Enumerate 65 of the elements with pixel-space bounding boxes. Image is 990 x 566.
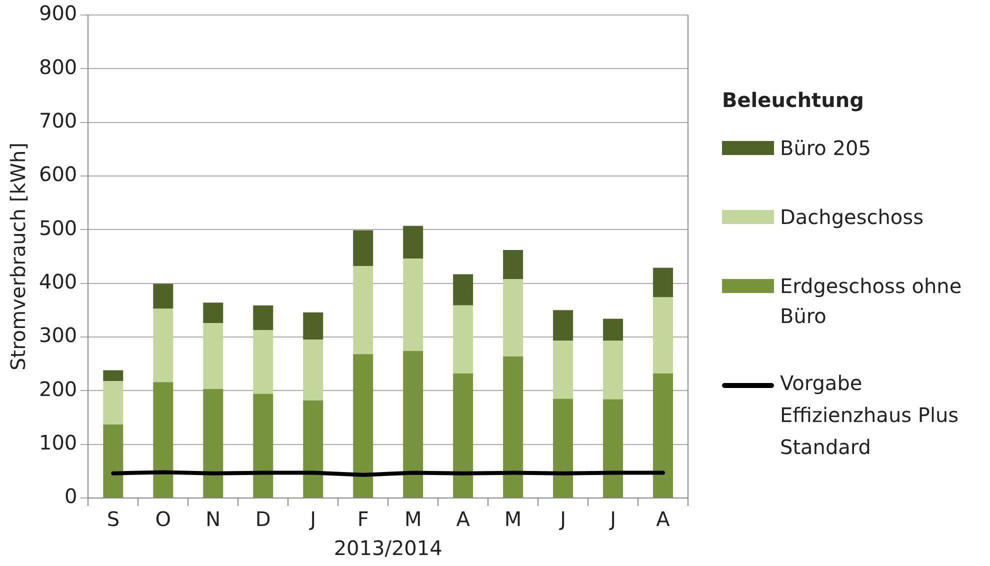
x-tick-label: D <box>255 507 271 532</box>
bar <box>453 373 474 498</box>
bar <box>353 230 374 266</box>
x-tick-label: F <box>357 507 369 532</box>
y-axis-title: Stromverbrauch [kWh] <box>6 142 30 370</box>
bar <box>653 373 674 498</box>
bar <box>153 382 174 498</box>
bar <box>303 312 324 340</box>
bar <box>653 297 674 374</box>
bar <box>353 354 374 498</box>
x-axis-title: 2013/2014 <box>334 536 442 560</box>
x-tick-label: M <box>504 507 522 532</box>
legend-title: Beleuchtung <box>722 88 865 112</box>
bar <box>603 318 624 341</box>
legend-label: Dachgeschoss <box>780 204 924 231</box>
bar <box>253 330 274 394</box>
legend-label: Erdgeschoss ohne Büro <box>780 273 963 330</box>
bar <box>453 305 474 374</box>
bar <box>153 284 174 309</box>
bar <box>403 258 424 351</box>
y-tick-label: 200 <box>38 376 78 401</box>
x-tick-label: M <box>404 507 422 532</box>
bar <box>403 350 424 498</box>
bar <box>503 250 524 280</box>
x-tick-label: S <box>106 507 120 532</box>
y-tick-label: 700 <box>38 108 78 133</box>
x-tick-label: N <box>206 507 221 532</box>
x-tick-label: A <box>656 507 670 532</box>
y-tick-label: 600 <box>38 162 78 186</box>
legend-label: Vorgabe Effizienzhaus Plus Standard <box>780 370 960 461</box>
bar <box>253 305 274 330</box>
bar <box>253 394 274 498</box>
x-tick-label: J <box>608 507 616 532</box>
bar <box>553 340 574 399</box>
bar <box>103 381 124 424</box>
bar <box>303 340 324 400</box>
bar <box>453 274 474 306</box>
bar <box>553 310 574 341</box>
y-tick-label: 800 <box>38 54 78 79</box>
bar <box>653 268 674 298</box>
bar <box>153 308 174 382</box>
x-tick-label: J <box>308 507 316 532</box>
bar <box>553 398 574 498</box>
x-tick-label: O <box>155 507 172 532</box>
y-tick-label: 900 <box>38 1 78 26</box>
bar <box>503 356 524 498</box>
y-tick-label: 500 <box>38 216 78 240</box>
x-tick-label: A <box>456 507 470 532</box>
bar <box>503 279 524 356</box>
bar <box>203 389 224 498</box>
legend-label: Büro 205 <box>780 135 871 162</box>
bar <box>353 266 374 354</box>
bar <box>103 370 124 382</box>
bar <box>303 400 324 498</box>
bar <box>603 340 624 400</box>
bar <box>603 399 624 498</box>
y-tick-label: 100 <box>38 430 78 455</box>
y-tick-label: 400 <box>38 270 78 294</box>
bar <box>203 323 224 390</box>
y-tick-label: 300 <box>38 323 78 348</box>
bar <box>203 302 224 324</box>
bar <box>103 424 124 498</box>
x-tick-label: J <box>558 507 566 532</box>
bar <box>403 226 424 259</box>
y-tick-label: 0 <box>64 484 78 508</box>
